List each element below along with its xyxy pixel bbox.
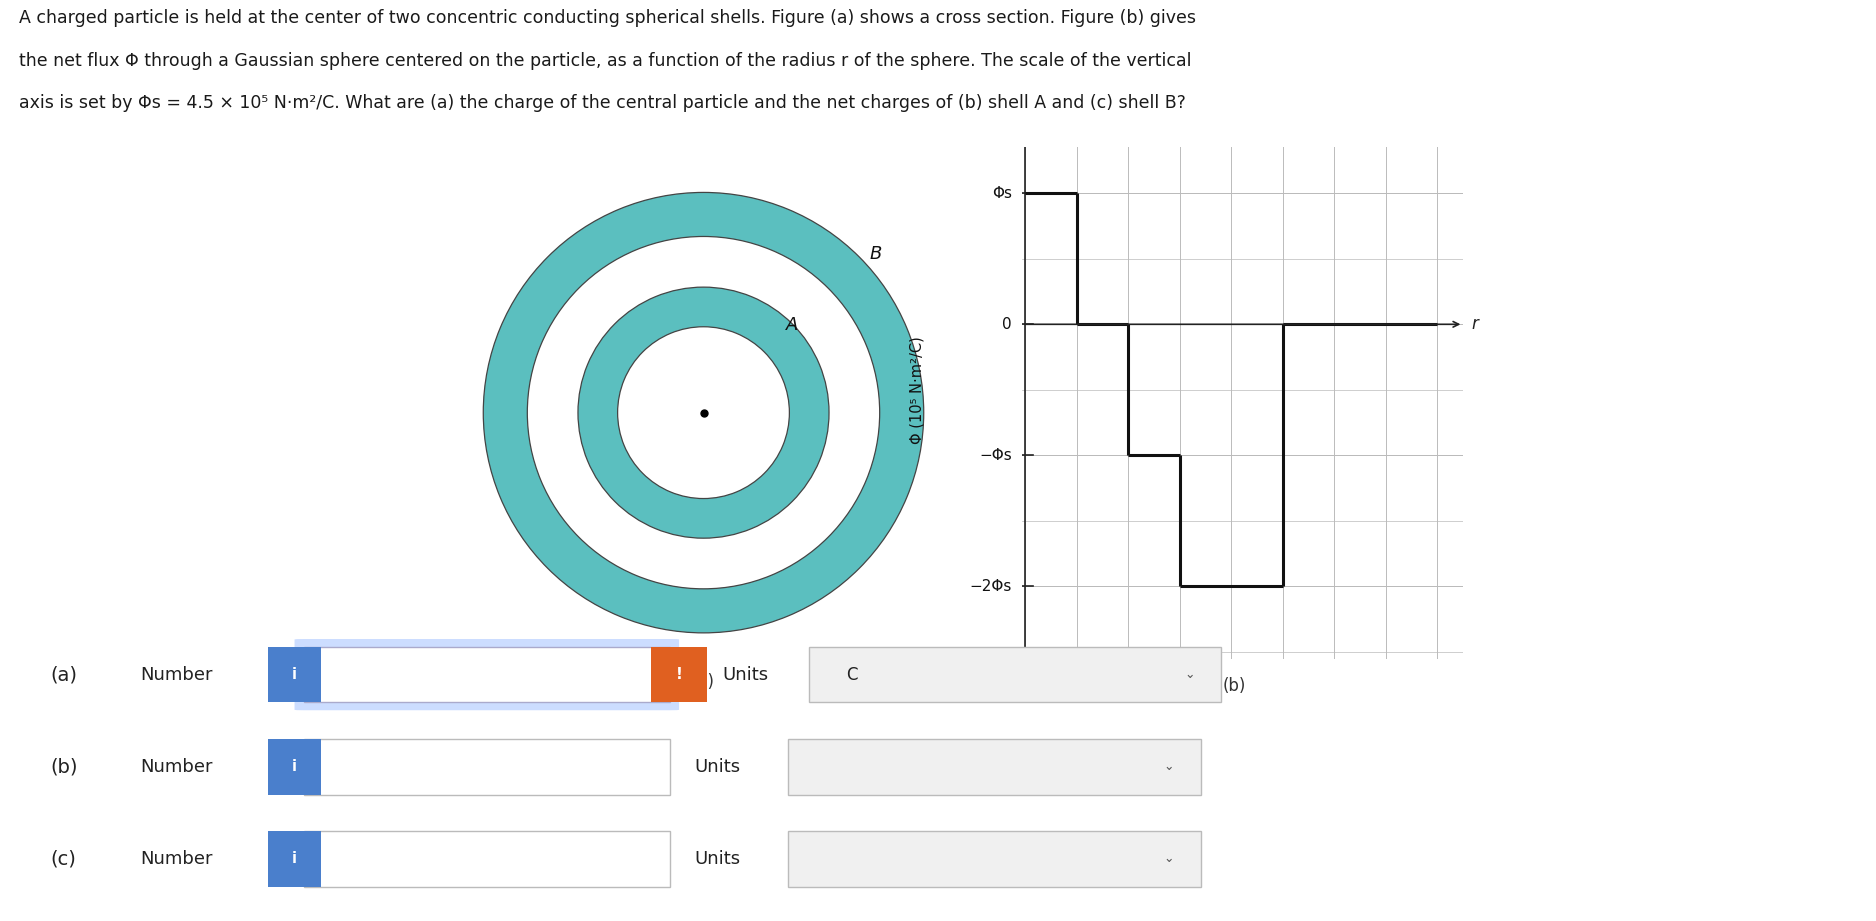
FancyBboxPatch shape [304,647,670,703]
Text: !: ! [675,667,683,682]
FancyBboxPatch shape [304,831,670,887]
Text: Φ (10⁵ N·m²/C): Φ (10⁵ N·m²/C) [910,336,925,444]
Text: the net flux Φ through a Gaussian sphere centered on the particle, as a function: the net flux Φ through a Gaussian sphere… [19,52,1191,70]
Text: (a): (a) [51,665,77,684]
FancyBboxPatch shape [809,647,1221,703]
Text: Number: Number [141,758,214,775]
FancyBboxPatch shape [268,739,321,795]
Text: $r$: $r$ [1471,315,1480,333]
FancyBboxPatch shape [268,647,321,703]
Text: i: i [293,759,296,775]
Text: (c): (c) [51,849,77,869]
Text: ⌄: ⌄ [1163,852,1174,866]
Text: Φs: Φs [992,186,1013,201]
FancyBboxPatch shape [788,831,1201,887]
Text: ⌄: ⌄ [1184,668,1195,682]
Text: (b): (b) [51,757,79,776]
FancyBboxPatch shape [788,739,1201,795]
Wedge shape [484,192,923,633]
FancyBboxPatch shape [304,739,670,795]
Text: i: i [293,667,296,682]
Text: −Φs: −Φs [979,448,1013,463]
Text: A charged particle is held at the center of two concentric conducting spherical : A charged particle is held at the center… [19,9,1195,28]
Text: −2Φs: −2Φs [970,579,1013,594]
Text: Number: Number [141,850,214,868]
Text: $A$: $A$ [784,316,799,333]
Text: Units: Units [722,666,769,683]
FancyBboxPatch shape [295,639,679,710]
Wedge shape [578,287,829,538]
Text: Number: Number [141,666,214,683]
Text: axis is set by Φs = 4.5 × 10⁵ N·m²/C. What are (a) the charge of the central par: axis is set by Φs = 4.5 × 10⁵ N·m²/C. Wh… [19,94,1186,112]
Text: ⌄: ⌄ [1163,760,1174,774]
Text: C: C [846,666,857,683]
FancyBboxPatch shape [268,831,321,887]
Text: Units: Units [694,850,741,868]
Text: (a): (a) [692,672,715,691]
Text: 0: 0 [1002,317,1013,332]
Text: (b): (b) [1223,677,1246,695]
FancyBboxPatch shape [651,647,707,703]
Text: Units: Units [694,758,741,775]
Text: $B$: $B$ [869,245,882,263]
Text: i: i [293,851,296,867]
